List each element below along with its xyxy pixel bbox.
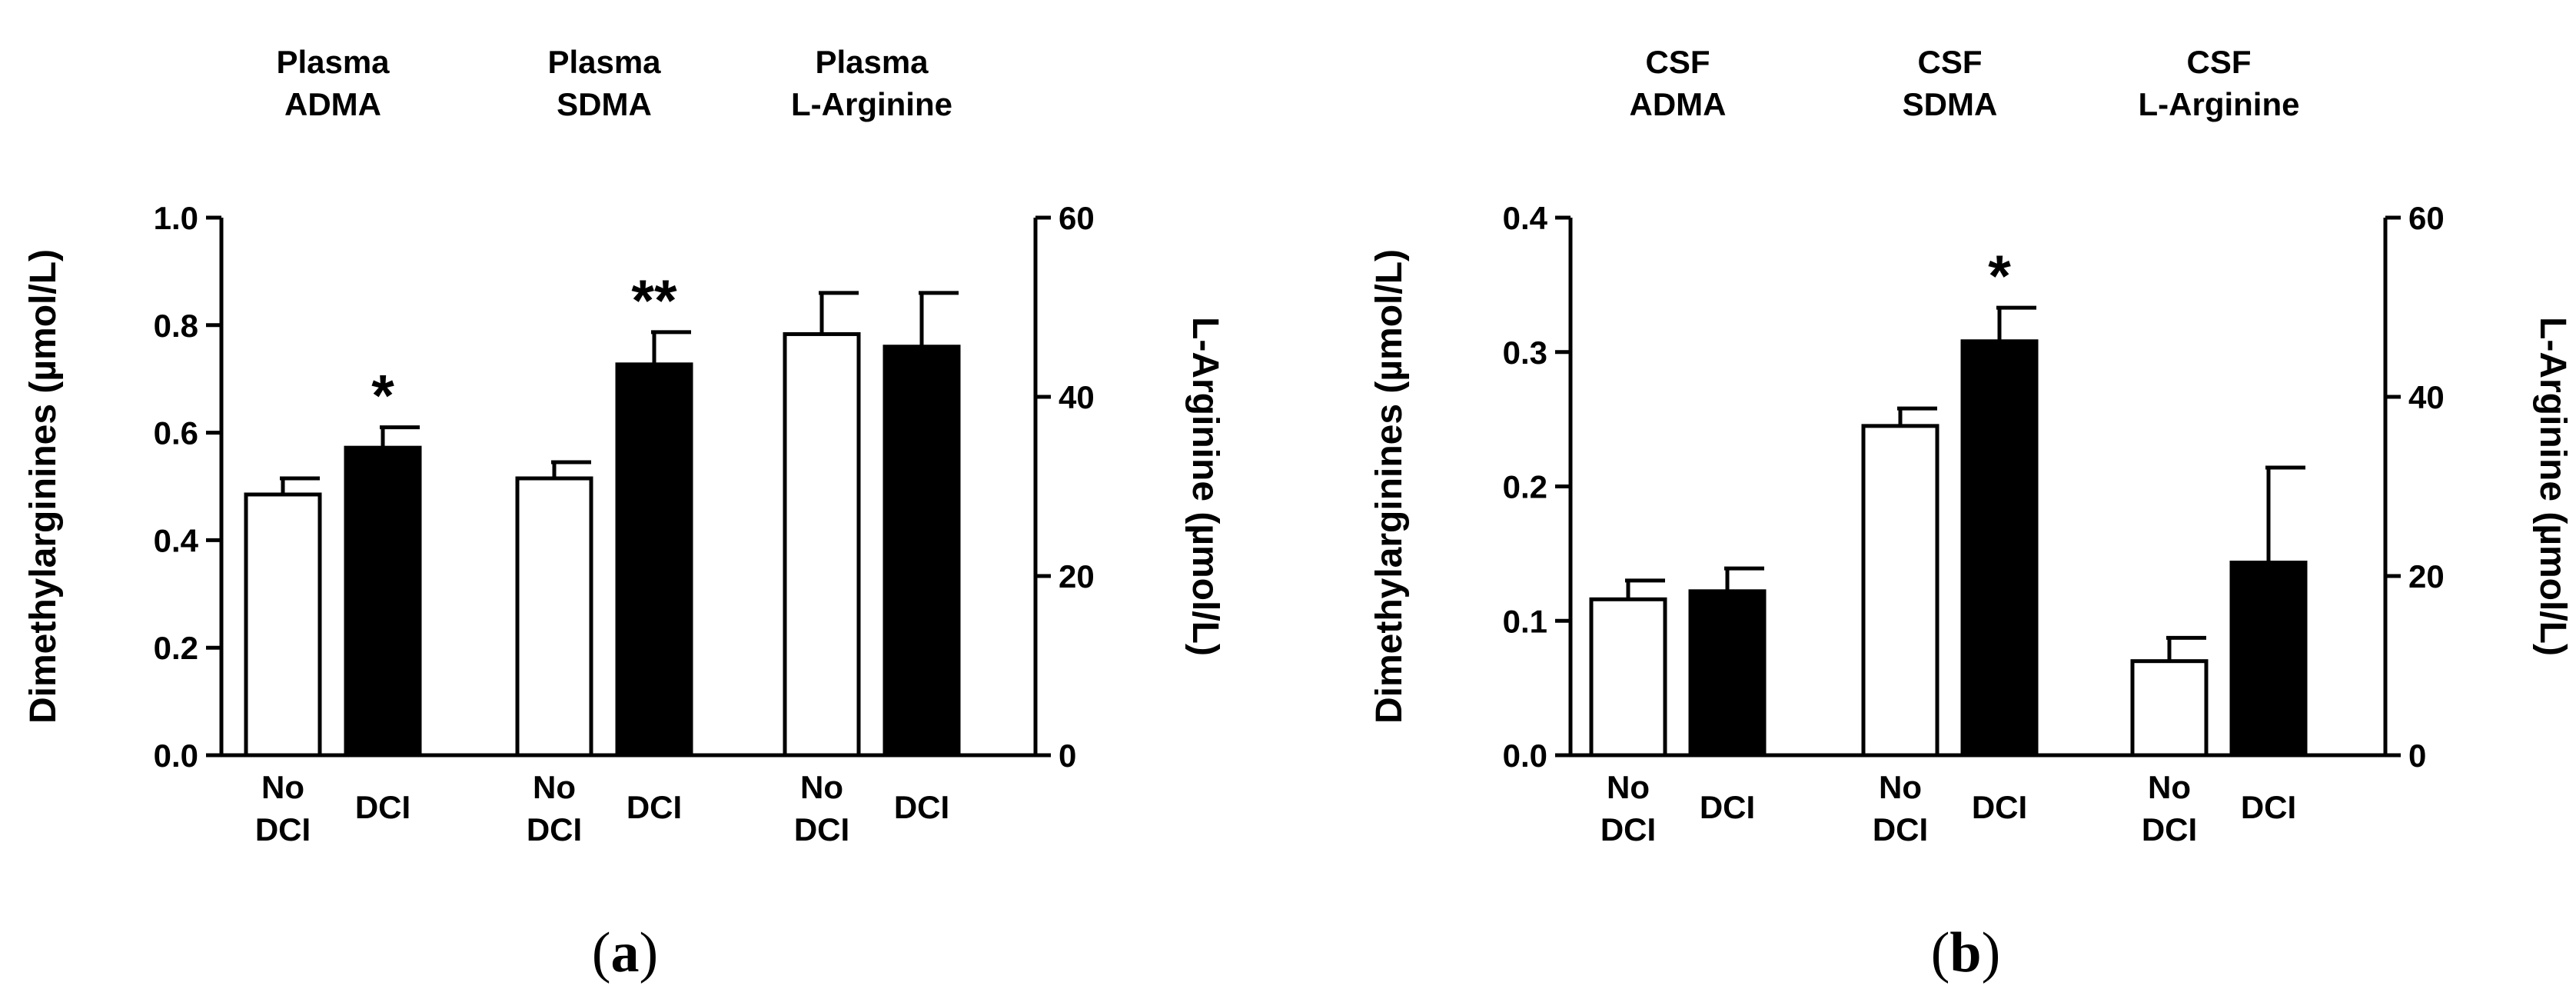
group-title-line2: SDMA [1903,86,1998,122]
bar [1960,339,2039,758]
left-y-tick-label: 1.0 [154,200,198,236]
x-category-label: DCI [894,789,949,825]
panel-a-chart: 0.0 0.2 0.4 0.6 0.8 1.0 0 20 40 60 Dimethylarginin… [23,44,1225,847]
bar [344,445,422,758]
x-category-label: DCI [1700,789,1755,825]
x-category-label-line1: No [533,769,576,805]
left-y-tick-label: 0.4 [1503,200,1548,236]
x-category-label-line2: DCI [527,811,582,847]
x-category-label: DCI [627,789,682,825]
right-y-axis-title: L-Arginine (µmol/L) [1185,317,1225,656]
x-category-label-line1: No [261,769,304,805]
left-y-tick-label: 0.2 [154,630,198,666]
x-category-label: DCI [355,789,410,825]
right-y-tick-label: 40 [2408,379,2445,415]
left-y-axis-title: Dimethylarginines (µmol/L) [23,249,64,724]
group-title-line1: Plasma [547,44,661,80]
bar [1861,424,1939,758]
group-title-line1: Plasma [276,44,390,80]
bar [1688,589,1767,758]
x-category-label-line1: No [2148,769,2191,805]
group-title-line1: CSF [1646,44,1710,80]
left-y-tick-label: 0.8 [154,308,198,344]
right-y-tick-label: 20 [2408,558,2445,594]
left-y-tick-label: 0.2 [1503,469,1547,505]
bar [1589,597,1667,758]
left-y-axis-title: Dimethylarginines (µmol/L) [1369,249,1410,724]
left-y-tick-label: 0.6 [154,415,198,451]
right-y-tick-label: 0 [1059,738,1076,774]
group-title-line1: Plasma [815,44,929,80]
right-y-tick-label: 0 [2408,738,2426,774]
right-y-tick-label: 20 [1059,558,1095,594]
group-title-line2: ADMA [284,86,381,122]
bar [2130,659,2209,758]
left-y-tick-label: 0.3 [1503,335,1547,371]
right-y-tick-label: 60 [2408,200,2445,236]
left-y-tick-label: 0.0 [154,738,198,774]
panel-a-caption: (a) [592,921,658,984]
x-category-label: DCI [2241,789,2296,825]
left-y-tick-label: 0.0 [1503,738,1547,774]
bar [882,345,961,758]
group-title-line2: L-Arginine [791,86,952,122]
panel-b-caption: (b) [1931,921,2000,984]
bar [515,476,593,758]
right-y-tick-label: 60 [1059,200,1095,236]
x-category-label-line1: No [1607,769,1650,805]
bar [2229,561,2308,758]
right-y-tick-label: 40 [1059,379,1095,415]
significance-marker: ** [631,268,677,334]
x-category-label-line2: DCI [2142,811,2197,847]
left-y-tick-label: 0.4 [154,522,199,558]
significance-marker: * [1988,244,2011,309]
group-title-line1: CSF [1918,44,1983,80]
group-title-line2: SDMA [557,86,652,122]
group-title-line2: L-Arginine [2139,86,2300,122]
bar [783,331,861,758]
left-y-tick-label: 0.1 [1503,603,1547,639]
x-category-label-line2: DCI [1873,811,1928,847]
group-title-line1: CSF [2187,44,2252,80]
x-category-label-line1: No [800,769,843,805]
panel-b-chart: 0.0 0.1 0.2 0.3 0.4 0 20 40 60 Dimethylarginines … [1369,44,2573,847]
group-title-line2: ADMA [1630,86,1727,122]
x-category-label-line2: DCI [255,811,311,847]
x-category-label-line2: DCI [1600,811,1656,847]
right-y-axis-title: L-Arginine (µmol/L) [2532,317,2573,656]
x-category-label: DCI [1972,789,2027,825]
x-category-label-line2: DCI [794,811,849,847]
significance-marker: * [371,364,394,429]
bar [615,362,693,758]
x-category-label-line1: No [1879,769,1922,805]
bar [244,492,322,758]
